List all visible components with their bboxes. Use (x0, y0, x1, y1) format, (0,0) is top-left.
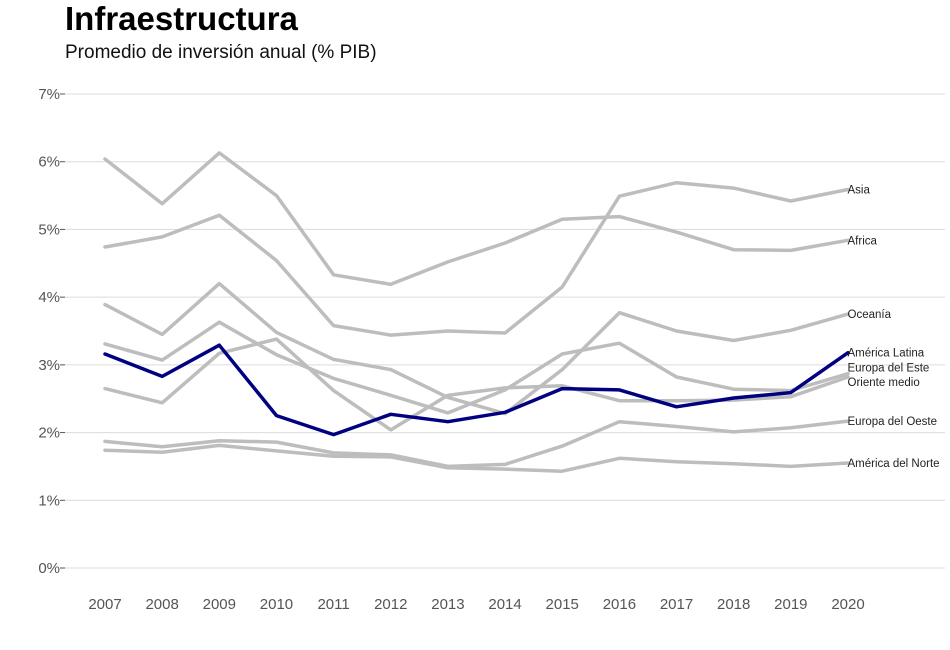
y-tick-label: 7% (38, 86, 60, 103)
series-line-europa-del-este (103, 320, 850, 415)
x-tick-label: 2018 (717, 596, 750, 613)
x-tick-label: 2008 (145, 596, 178, 613)
y-tick-label: 2% (38, 425, 60, 442)
x-tick-label: 2015 (546, 596, 579, 613)
chart-title: Infraestructura (65, 0, 298, 37)
x-axis: 2007 2008 2009 2010 2011 2012 2013 2014 2015 2016… (88, 596, 864, 613)
series-label-oriente-medio: Oriente medio (848, 377, 920, 389)
gridlines (65, 93, 945, 569)
x-tick-label: 2007 (88, 596, 121, 613)
x-tick-label: 2011 (317, 596, 349, 613)
y-tick-label: 1% (38, 492, 60, 509)
x-tick-label: 2017 (660, 596, 693, 613)
series-label-europa-del-oeste: Europa del Oeste (848, 416, 938, 428)
series-label-america-del-norte: América del Norte (848, 458, 940, 470)
y-tick-label: 3% (38, 357, 60, 374)
series-label-asia: Asia (848, 184, 871, 196)
y-tick-label: 6% (38, 154, 60, 171)
series-line-america-latina (103, 343, 850, 437)
x-tick-label: 2010 (260, 596, 293, 613)
y-tick-label: 0% (38, 560, 60, 577)
series-lines (103, 151, 850, 473)
x-tick-label: 2012 (374, 596, 407, 613)
series-line-africa (103, 151, 850, 287)
chart-subtitle: Promedio de inversión anual (% PIB) (65, 42, 377, 63)
y-axis: 0% 1% 2% 3% 4% 5% 6% 7% (38, 86, 65, 577)
series-label-oceania: Oceanía (848, 309, 892, 321)
series-line-asia (103, 180, 850, 337)
series-line-oceania (103, 281, 850, 416)
x-tick-label: 2013 (431, 596, 464, 613)
series-label-america-latina: América Latina (848, 348, 925, 360)
y-tick-label: 4% (38, 289, 60, 306)
x-tick-label: 2016 (603, 596, 636, 613)
series-labels: Africa Asia Oceanía Europa del Este Oriente … (848, 184, 940, 470)
x-tick-label: 2020 (831, 596, 864, 613)
y-tick-label: 5% (38, 221, 60, 238)
x-tick-label: 2014 (488, 596, 521, 613)
x-tick-label: 2019 (774, 596, 807, 613)
series-line-europa-del-oeste (103, 419, 850, 469)
series-label-europa-del-este: Europa del Este (848, 363, 930, 375)
series-line-america-del-norte (103, 443, 850, 473)
x-tick-label: 2009 (203, 596, 236, 613)
series-label-africa: Africa (848, 235, 878, 247)
